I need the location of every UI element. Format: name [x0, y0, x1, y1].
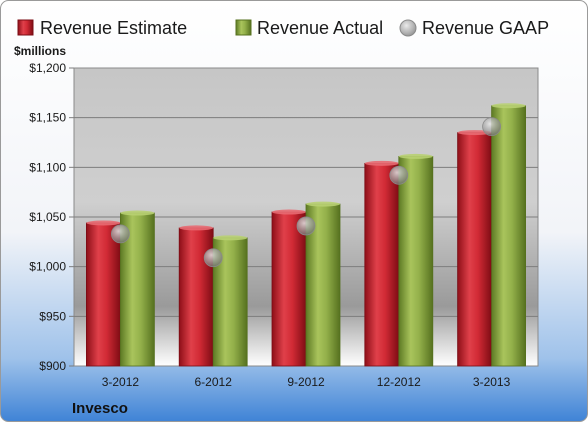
y-tick-label: $950: [39, 309, 66, 323]
bar-actual-top: [491, 103, 526, 109]
y-axis-ticks: $900 $950 $1,000 $1,050 $1,100 $1,150 $1,200: [29, 61, 74, 373]
y-tick-label: $1,150: [29, 111, 66, 125]
y-tick-label: $1,000: [29, 260, 66, 274]
x-tick-label: 12-2012: [377, 375, 421, 389]
y-tick-label: $1,200: [29, 61, 66, 75]
bar-actual: [398, 156, 434, 367]
gaap-marker: [389, 165, 409, 185]
bar-actual-top: [213, 235, 248, 241]
bar-estimate-top: [364, 160, 399, 166]
bar-estimate: [364, 162, 400, 367]
bar-estimate-top: [457, 130, 492, 136]
gaap-marker: [482, 117, 502, 137]
bar-estimate: [271, 211, 307, 367]
legend-label-estimate: Revenue Estimate: [40, 18, 187, 38]
company-name: Invesco: [72, 400, 128, 417]
bar-actual: [491, 105, 527, 367]
x-tick-label: 6-2012: [195, 375, 233, 389]
bar-estimate: [86, 222, 121, 367]
legend-label-gaap: Revenue GAAP: [422, 18, 549, 38]
legend: Revenue Estimate Revenue Actual Revenue …: [17, 18, 549, 38]
bar-actual-top: [306, 201, 340, 207]
bar-estimate-top: [179, 225, 214, 231]
y-tick-label: $1,100: [29, 160, 66, 174]
gaap-markers: [111, 117, 502, 268]
x-axis-ticks: 3-2012 6-2012 9-2012 12-2012 3-2013: [102, 375, 511, 389]
bar-estimate: [178, 227, 214, 367]
bar-estimate-top: [86, 220, 121, 226]
legend-item-estimate: Revenue Estimate: [17, 18, 187, 38]
legend-label-actual: Revenue Actual: [257, 18, 383, 38]
y-tick-label: $900: [39, 359, 66, 373]
bar-actual-top: [398, 153, 433, 159]
bar-estimate-top: [272, 209, 306, 215]
x-tick-label: 3-2013: [473, 375, 511, 389]
bar-estimate: [457, 132, 493, 367]
gaap-marker: [203, 248, 223, 268]
legend-swatch-gaap: [399, 19, 417, 37]
legend-item-gaap: Revenue GAAP: [399, 18, 549, 38]
y-tick-label: $1,050: [29, 210, 66, 224]
bars: [86, 103, 527, 367]
bar-actual-top: [120, 210, 155, 216]
y-axis-unit-label: $millions: [14, 44, 66, 58]
legend-item-actual: Revenue Actual: [235, 18, 383, 38]
gaap-marker: [111, 224, 130, 244]
gaap-marker: [296, 216, 316, 236]
legend-swatch-actual: [235, 19, 252, 36]
x-tick-label: 9-2012: [287, 375, 325, 389]
x-tick-label: 3-2012: [102, 375, 140, 389]
legend-swatch-estimate: [17, 19, 34, 36]
